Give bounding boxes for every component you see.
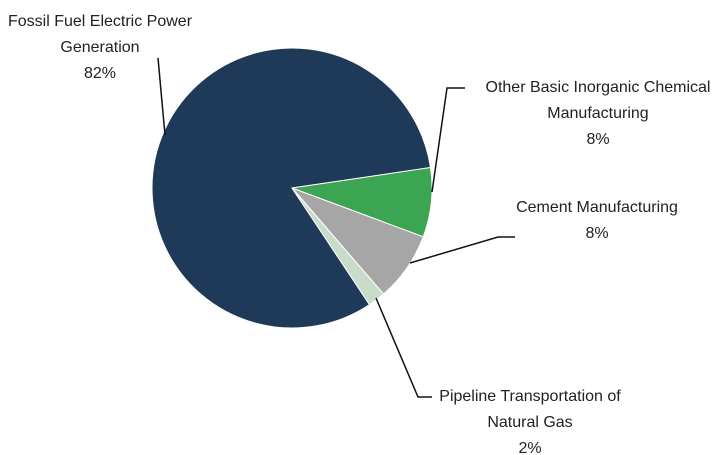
category-label: Fossil Fuel Electric Power Generation — [7, 13, 193, 56]
slice-label: Fossil Fuel Electric Power Generation 82… — [0, 9, 200, 87]
category-label: Cement Manufacturing — [516, 199, 678, 216]
leader-line — [409, 236, 515, 264]
value-label: 2% — [518, 440, 542, 455]
slice-label: Other Basic Inorganic Chemical Manufactu… — [468, 75, 727, 153]
slice-label: Cement Manufacturing 8% — [512, 195, 682, 247]
category-label: Pipeline Transportation of Natural Gas — [439, 388, 621, 431]
slices — [151, 47, 433, 329]
leader-line — [431, 87, 465, 193]
value-label: 82% — [83, 65, 117, 82]
category-label: Other Basic Inorganic Chemical Manufactu… — [485, 79, 711, 122]
value-label: 8% — [586, 131, 610, 148]
leader-line — [375, 297, 432, 398]
slice-label: Pipeline Transportation of Natural Gas 2… — [420, 384, 640, 455]
leader-line — [157, 57, 166, 136]
value-label: 8% — [585, 225, 609, 242]
